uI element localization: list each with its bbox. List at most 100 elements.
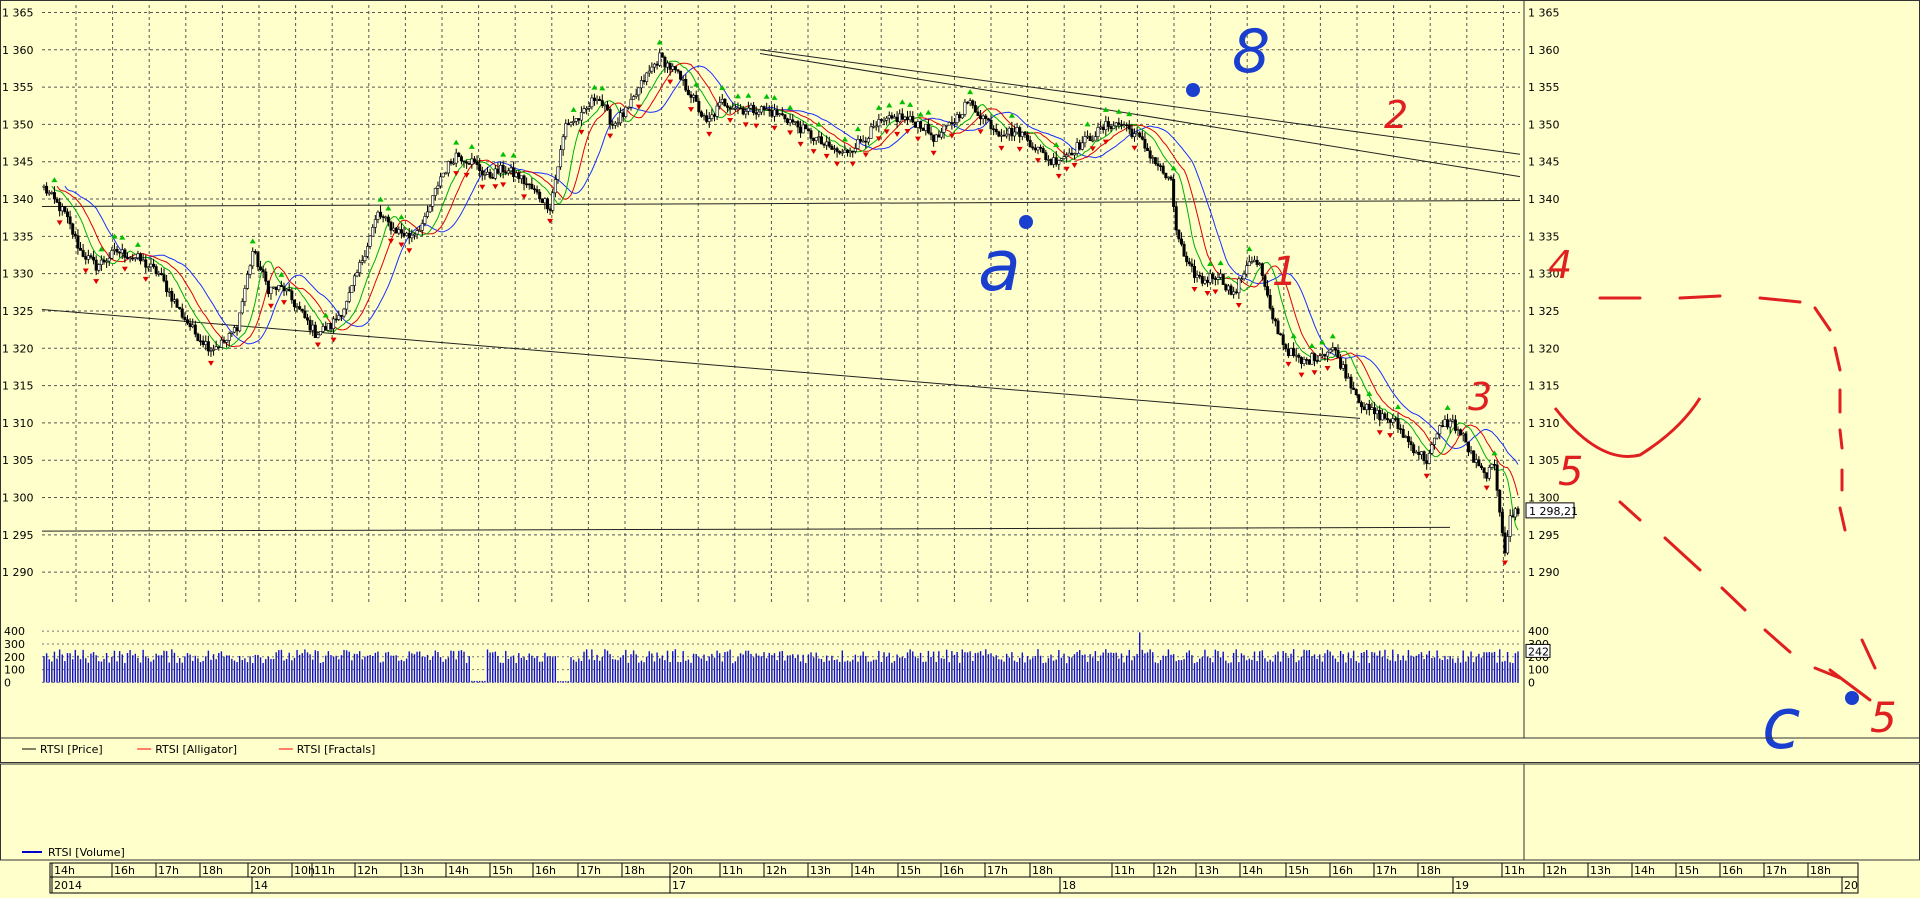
alligator-lines [51, 60, 1519, 531]
fractal-up-marker [249, 238, 256, 244]
price-bar-body [746, 107, 750, 112]
price-bars [42, 48, 1520, 557]
fractal-down-marker [207, 360, 214, 366]
price-bar-body [238, 312, 242, 332]
price-bar-body [971, 100, 975, 106]
price-bar-body [718, 102, 722, 107]
price-bar-body [1508, 515, 1512, 537]
price-bar-body [1315, 360, 1319, 362]
hour-label: 15h [492, 864, 513, 877]
time-axis-frame [49, 862, 1859, 894]
price-bar-body [853, 148, 857, 152]
price-bar-body [1242, 273, 1246, 279]
fractal-down-marker [463, 172, 470, 178]
price-bar-body [1039, 146, 1043, 149]
price-bar-body [1302, 359, 1306, 364]
hour-label: 17h [158, 864, 179, 877]
fractal-down-marker [314, 342, 321, 348]
price-bar-body [235, 327, 239, 332]
price-bar-body [1054, 157, 1058, 165]
price-bar-body [1292, 348, 1296, 356]
price-bar-body [958, 114, 962, 119]
price-bar-body [105, 260, 109, 263]
price-bar-body [619, 112, 623, 124]
price-bar-body [363, 256, 367, 262]
price-bar-body [762, 106, 766, 110]
fractal-up-marker [51, 177, 58, 183]
price-bar-body [1033, 147, 1037, 151]
price-bar-body [1412, 444, 1416, 454]
price-bar-body [212, 349, 216, 351]
price-bar-body [1065, 154, 1069, 158]
price-bar-body [639, 80, 643, 89]
price-bar-body [42, 185, 46, 188]
price-bar-body [673, 66, 677, 71]
price-bar-body [139, 253, 143, 262]
price-bar-body [295, 306, 299, 308]
price-bar-body [470, 158, 474, 165]
price-bar-body [765, 108, 769, 111]
price-bar-body [1344, 364, 1348, 379]
fractal-up-marker [468, 143, 475, 149]
price-bar-body [968, 100, 972, 104]
price-tick-label-left: 1 335 [2, 230, 34, 243]
fractal-down-marker [1285, 361, 1292, 367]
price-bar-body [780, 113, 784, 116]
price-bar-body [1339, 357, 1343, 369]
price-bar-body [1041, 148, 1045, 153]
price-bar-body [45, 185, 49, 194]
price-bar-body [204, 341, 208, 345]
price-bar-body [418, 230, 422, 232]
price-bar-body [185, 319, 189, 324]
last-price-label: 1 298,21 [1529, 505, 1578, 518]
price-bar-body [1216, 277, 1220, 280]
fractal-up-marker [854, 126, 861, 132]
fractal-up-marker [1053, 141, 1060, 147]
price-bar-body [144, 259, 148, 268]
price-bar-body [230, 331, 234, 334]
price-bar-body [522, 175, 526, 185]
volume-grid [42, 630, 1520, 683]
price-bar-body [611, 124, 615, 126]
price-bar-body [1466, 441, 1470, 453]
price-bar-body [733, 107, 737, 110]
price-bar-body [1326, 351, 1330, 357]
annotation-3: 3 [1468, 375, 1492, 419]
fractal-up-marker [510, 152, 517, 158]
price-bar-body [1164, 172, 1168, 178]
price-bar-body [154, 266, 158, 275]
price-bar-body [1146, 147, 1150, 152]
price-bar-body [801, 124, 805, 134]
price-bar-body [556, 166, 560, 180]
hour-label: 17h [987, 864, 1008, 877]
price-bar-body [1268, 295, 1272, 309]
dashed-projection-stroke [1618, 500, 1642, 522]
price-bar-body [676, 69, 680, 72]
price-bar-body [634, 94, 638, 97]
price-bar-body [702, 115, 706, 117]
fractal-up-marker [1319, 339, 1326, 345]
price-bar-body [1479, 465, 1483, 469]
price-bar-body [1469, 450, 1473, 453]
price-bar-body [827, 141, 831, 147]
price-bar-body [973, 105, 977, 113]
price-bar-body [1206, 279, 1210, 283]
price-bar-body [543, 198, 547, 204]
price-bar-body [439, 176, 443, 187]
hour-label: 14h [1242, 864, 1263, 877]
fractal-up-marker [322, 312, 329, 318]
price-bar-body [846, 149, 850, 154]
price-bar-body [1140, 136, 1144, 140]
price-tick-label-right: 1 365 [1528, 6, 1560, 19]
day-label: 18 [1062, 879, 1076, 892]
price-bar-body [1044, 152, 1048, 160]
price-bar-body [1026, 134, 1030, 141]
day-label: 2014 [54, 879, 82, 892]
price-bar-body [1018, 127, 1022, 137]
hour-label: 13h [1590, 864, 1611, 877]
price-bar-body [504, 171, 508, 174]
price-tick-label-right: 1 355 [1528, 81, 1560, 94]
fractal-down-marker [894, 131, 901, 137]
price-bar-body [911, 116, 915, 123]
price-tick-label-left: 1 365 [2, 6, 34, 19]
